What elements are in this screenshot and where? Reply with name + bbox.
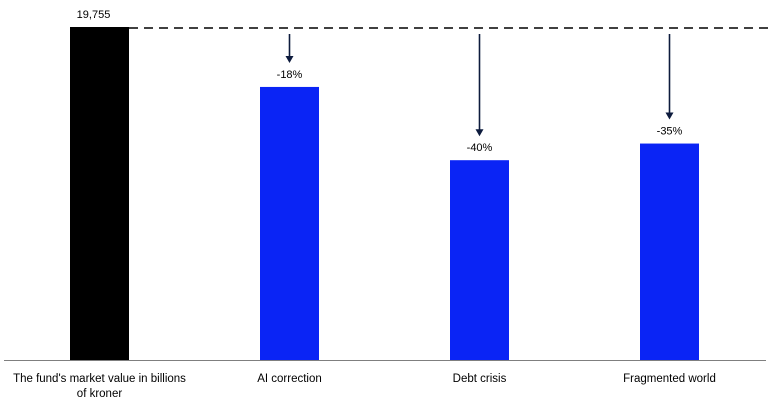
x-tick-label-4: Fragmented world [623,373,716,385]
bar-debt-crisis [450,160,509,360]
x-tick-label-3: Debt crisis [453,373,507,385]
chart-marks: 19,755 -18% -40% -35% The fund's market valu… [4,9,770,400]
data-label-fragmented-world: -35% [657,126,683,138]
data-label-ai-correction: -18% [277,69,303,81]
x-tick-label-2: AI correction [257,373,322,385]
data-label-debt-crisis: -40% [467,142,493,154]
data-label-market-value: 19,755 [77,9,111,21]
bar-ai-correction [260,86,319,360]
arrow-head-debt-crisis [475,129,484,137]
x-tick-label-1: The fund's market value in billions of kr… [13,373,186,400]
bar-market-value [70,27,129,360]
bar-fragmented-world [640,143,699,360]
arrow-head-ai-correction [285,55,294,63]
arrow-head-fragmented-world [665,112,674,120]
